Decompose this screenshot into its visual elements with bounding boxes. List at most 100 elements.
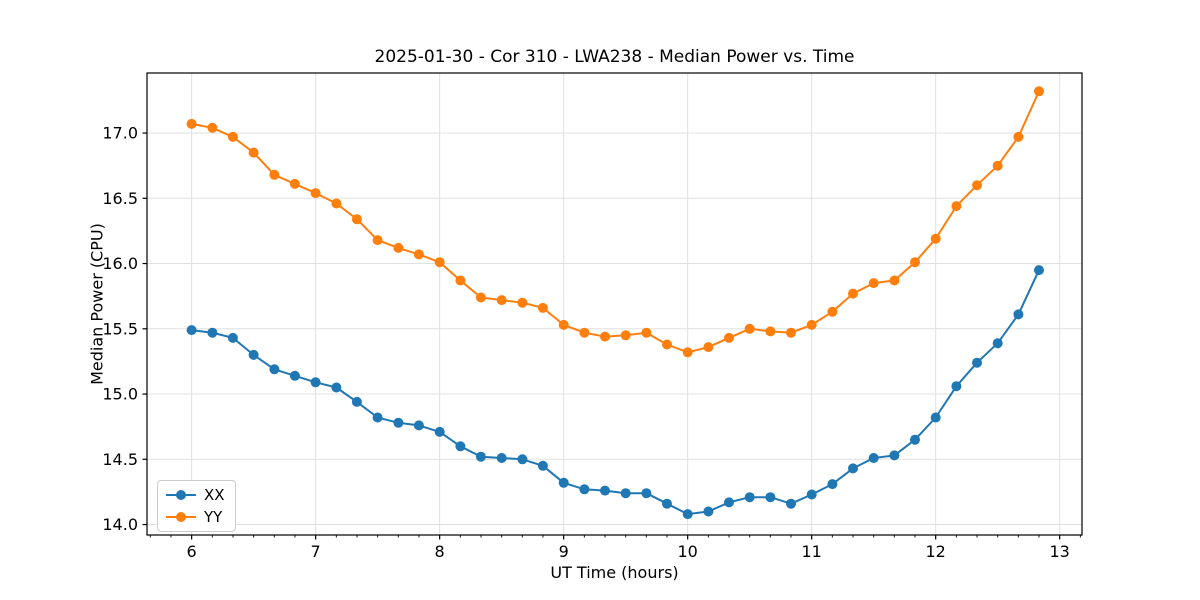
data-point-xx (703, 506, 714, 517)
x-tick-label: 11 (801, 542, 821, 561)
data-point-yy (848, 288, 858, 299)
x-tick-label: 10 (677, 542, 697, 561)
legend-marker-yy-icon (166, 510, 196, 524)
data-point-yy (269, 169, 280, 180)
data-point-yy (1034, 86, 1044, 97)
data-point-yy (910, 257, 920, 268)
data-point-xx (475, 451, 486, 462)
data-point-yy (868, 278, 879, 289)
x-tick-label: 9 (559, 542, 569, 561)
data-point-yy (786, 327, 796, 338)
plot-border (146, 72, 1083, 536)
data-point-xx (558, 477, 569, 488)
data-point-xx (413, 420, 424, 431)
data-point-yy (455, 275, 466, 286)
data-point-yy (662, 339, 672, 350)
y-tick-label: 15.5 (102, 319, 138, 338)
x-tick-label: 6 (187, 542, 197, 561)
data-point-xx (351, 396, 362, 407)
data-point-xx (744, 492, 755, 503)
data-point-yy (641, 327, 652, 338)
data-point-xx (930, 412, 941, 423)
data-point-xx (992, 338, 1003, 349)
legend-item-xx: XX (166, 486, 225, 504)
data-point-xx (827, 479, 838, 490)
data-point-yy (517, 297, 528, 308)
data-point-xx (269, 364, 280, 375)
data-point-xx (951, 381, 962, 392)
data-point-xx (848, 463, 858, 474)
data-point-yy (951, 201, 962, 212)
data-point-xx (186, 325, 197, 336)
data-point-xx (579, 484, 590, 495)
data-point-xx (806, 489, 817, 500)
data-point-xx (910, 434, 920, 445)
data-point-xx (289, 370, 300, 381)
y-tick-label: 17.0 (102, 124, 138, 143)
data-point-yy (827, 306, 838, 317)
data-point-yy (620, 330, 631, 341)
data-point-xx (455, 441, 466, 452)
data-point-xx (331, 382, 342, 393)
data-point-xx (393, 417, 404, 428)
data-point-xx (868, 453, 879, 463)
data-point-xx (372, 412, 383, 423)
data-point-yy (331, 198, 342, 209)
data-point-xx (682, 509, 693, 520)
data-point-xx (207, 327, 218, 338)
data-point-xx (972, 357, 982, 368)
data-point-yy (600, 331, 610, 342)
data-point-xx (600, 485, 610, 496)
data-point-xx (1034, 265, 1044, 276)
series-line-yy (191, 90, 1040, 354)
x-tick-label: 12 (925, 542, 945, 561)
data-point-yy (207, 122, 218, 133)
y-tick-label: 16.0 (102, 254, 138, 273)
data-point-yy (579, 327, 590, 338)
data-point-xx (248, 349, 259, 360)
x-axis-label: UT Time (hours) (550, 563, 679, 582)
data-point-xx (537, 460, 548, 471)
chart-title: 2025-01-30 - Cor 310 - LWA238 - Median P… (374, 47, 855, 67)
data-point-yy (806, 319, 817, 330)
y-tick-label: 14.0 (102, 515, 138, 534)
data-point-yy (930, 233, 941, 244)
legend-label-xx: XX (204, 486, 225, 504)
data-point-xx (662, 498, 672, 509)
y-axis-label: Median Power (CPU) (87, 223, 107, 385)
data-point-yy (351, 214, 362, 225)
data-point-xx (786, 498, 796, 509)
data-point-xx (765, 492, 776, 503)
data-point-yy (227, 131, 238, 142)
data-point-yy (682, 347, 693, 358)
data-point-xx (310, 377, 321, 388)
data-point-yy (558, 319, 569, 330)
data-point-yy (972, 180, 982, 191)
data-point-yy (703, 342, 714, 353)
legend-marker-xx-icon (166, 488, 196, 502)
x-tick-label: 13 (1049, 542, 1069, 561)
y-tick-label: 16.5 (102, 189, 138, 208)
data-point-yy (310, 188, 321, 199)
data-point-yy (413, 249, 424, 260)
data-point-yy (537, 302, 548, 313)
data-point-xx (496, 453, 507, 463)
data-point-yy (744, 323, 755, 334)
y-tick-label: 15.0 (102, 385, 138, 404)
data-point-yy (765, 326, 776, 337)
data-point-xx (620, 488, 631, 499)
data-point-xx (1013, 309, 1024, 320)
data-point-yy (724, 332, 734, 343)
data-point-yy (475, 292, 486, 303)
data-point-yy (393, 242, 404, 253)
data-point-yy (434, 257, 445, 268)
data-point-xx (724, 497, 734, 508)
data-point-xx (434, 426, 445, 437)
x-tick-label: 8 (435, 542, 445, 561)
legend-label-yy: YY (204, 508, 223, 526)
data-point-xx (641, 488, 652, 499)
y-tick-label: 14.5 (102, 450, 138, 469)
data-point-xx (889, 450, 900, 461)
